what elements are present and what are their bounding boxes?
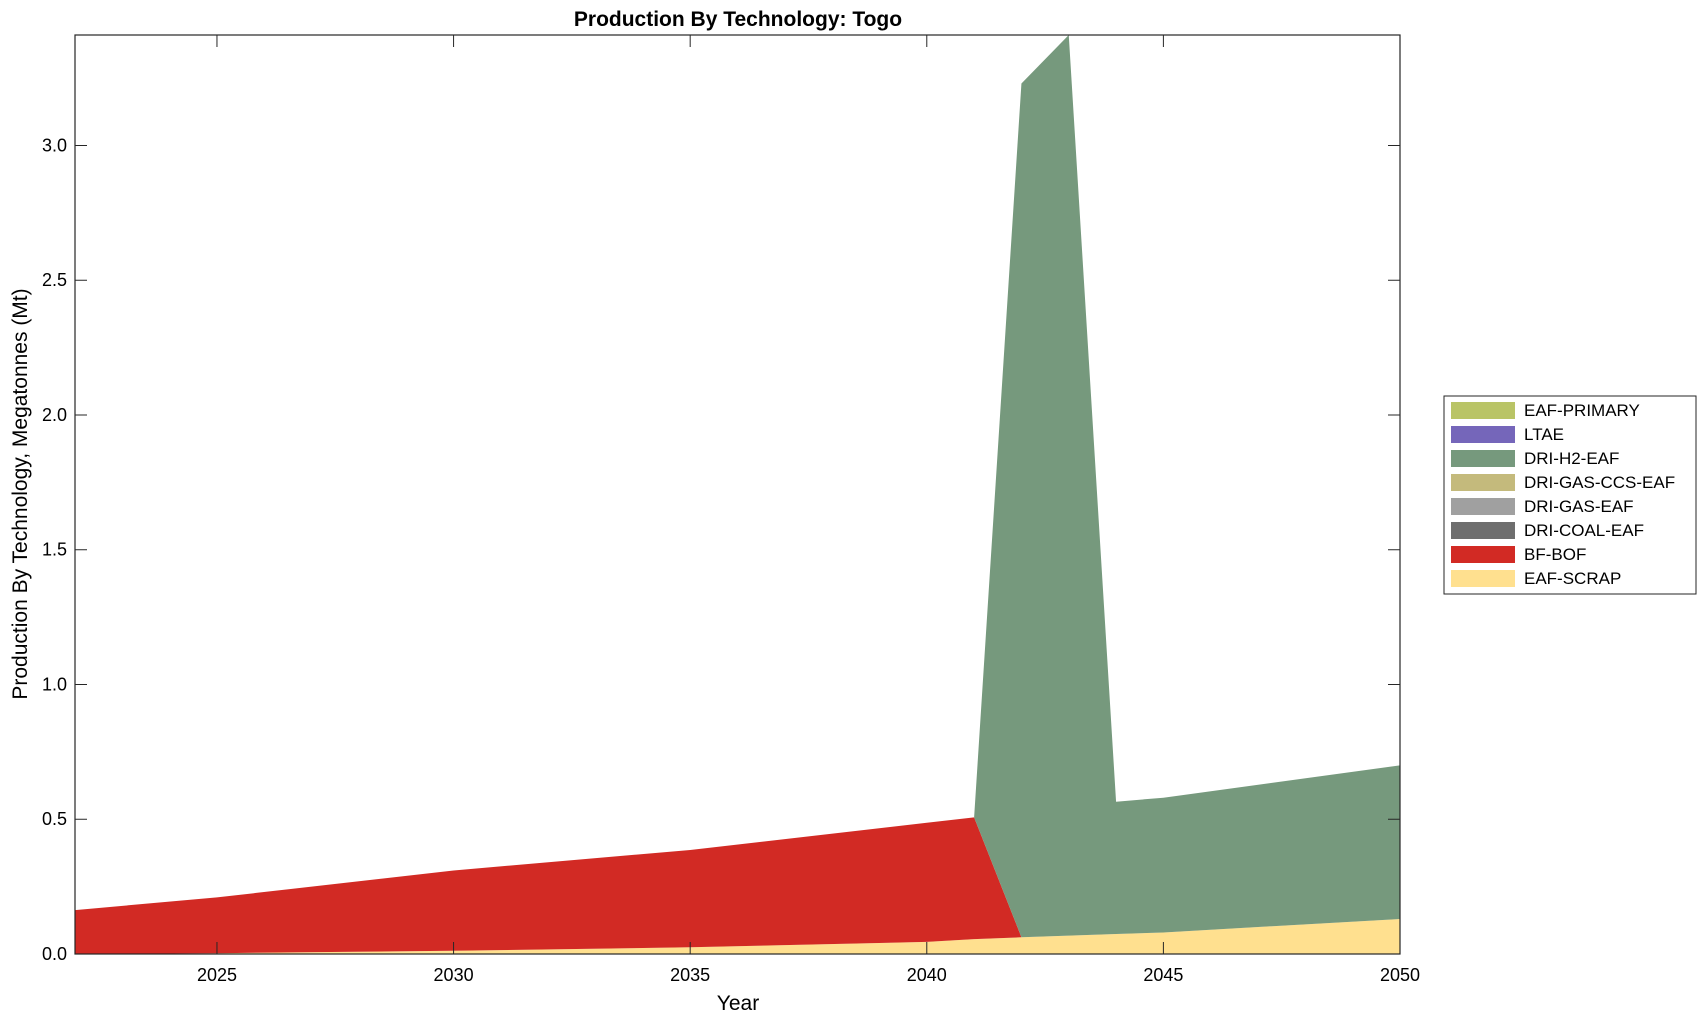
y-tick-label: 1.0 [42, 674, 67, 694]
legend-swatch-eaf-primary [1451, 402, 1515, 419]
plot-frame [74, 34, 1401, 955]
y-tick-label: 0.5 [42, 809, 67, 829]
legend-label-eaf-scrap: EAF-SCRAP [1524, 569, 1621, 588]
legend-swatch-dri-h2-eaf [1451, 450, 1515, 467]
x-axis-ticks: 2025 2030 2035 2040 2045 2050 [197, 35, 1420, 985]
area-eaf-scrap [75, 918, 1400, 954]
legend-label-dri-gas-eaf: DRI-GAS-EAF [1524, 497, 1634, 516]
x-tick-label: 2030 [434, 965, 474, 985]
legend-swatch-ltae [1451, 426, 1515, 443]
y-tick-label: 2.0 [42, 405, 67, 425]
chart-title: Production By Technology: Togo [574, 8, 902, 31]
legend: EAF-PRIMARY LTAE DRI-H2-EAF DRI-GAS-CCS-EAF… [1443, 395, 1697, 595]
x-tick-label: 2045 [1143, 965, 1183, 985]
legend-label-dri-coal-eaf: DRI-COAL-EAF [1524, 521, 1644, 540]
x-tick-label: 2050 [1380, 965, 1420, 985]
legend-swatch-dri-gas-ccs-eaf [1451, 474, 1515, 491]
y-tick-label: 1.5 [42, 540, 67, 560]
x-axis-label: Year [717, 992, 759, 1015]
y-axis-label: Production By Technology, Megatonnes (Mt… [9, 288, 32, 699]
y-axis-ticks: 0.0 0.5 1.0 1.5 2.0 2.5 3.0 [42, 135, 1400, 964]
legend-label-eaf-primary: EAF-PRIMARY [1524, 401, 1640, 420]
legend-label-dri-gas-ccs-eaf: DRI-GAS-CCS-EAF [1524, 473, 1675, 492]
legend-swatch-bf-bof [1451, 546, 1515, 563]
area-bf-bof [75, 817, 1400, 954]
x-tick-label: 2040 [907, 965, 947, 985]
legend-label-ltae: LTAE [1524, 425, 1564, 444]
y-tick-label: 3.0 [42, 135, 67, 155]
legend-label-bf-bof: BF-BOF [1524, 545, 1586, 564]
y-tick-label: 2.5 [42, 270, 67, 290]
legend-swatch-dri-coal-eaf [1451, 522, 1515, 539]
legend-box [1443, 395, 1697, 595]
x-tick-label: 2025 [197, 965, 237, 985]
legend-swatch-eaf-scrap [1451, 570, 1515, 587]
y-tick-label: 0.0 [42, 944, 67, 964]
plot-areas [75, 35, 1400, 954]
legend-swatch-dri-gas-eaf [1451, 498, 1515, 515]
area-dri-h2-eaf [75, 35, 1400, 938]
legend-label-dri-h2-eaf: DRI-H2-EAF [1524, 449, 1619, 468]
x-tick-label: 2035 [670, 965, 710, 985]
